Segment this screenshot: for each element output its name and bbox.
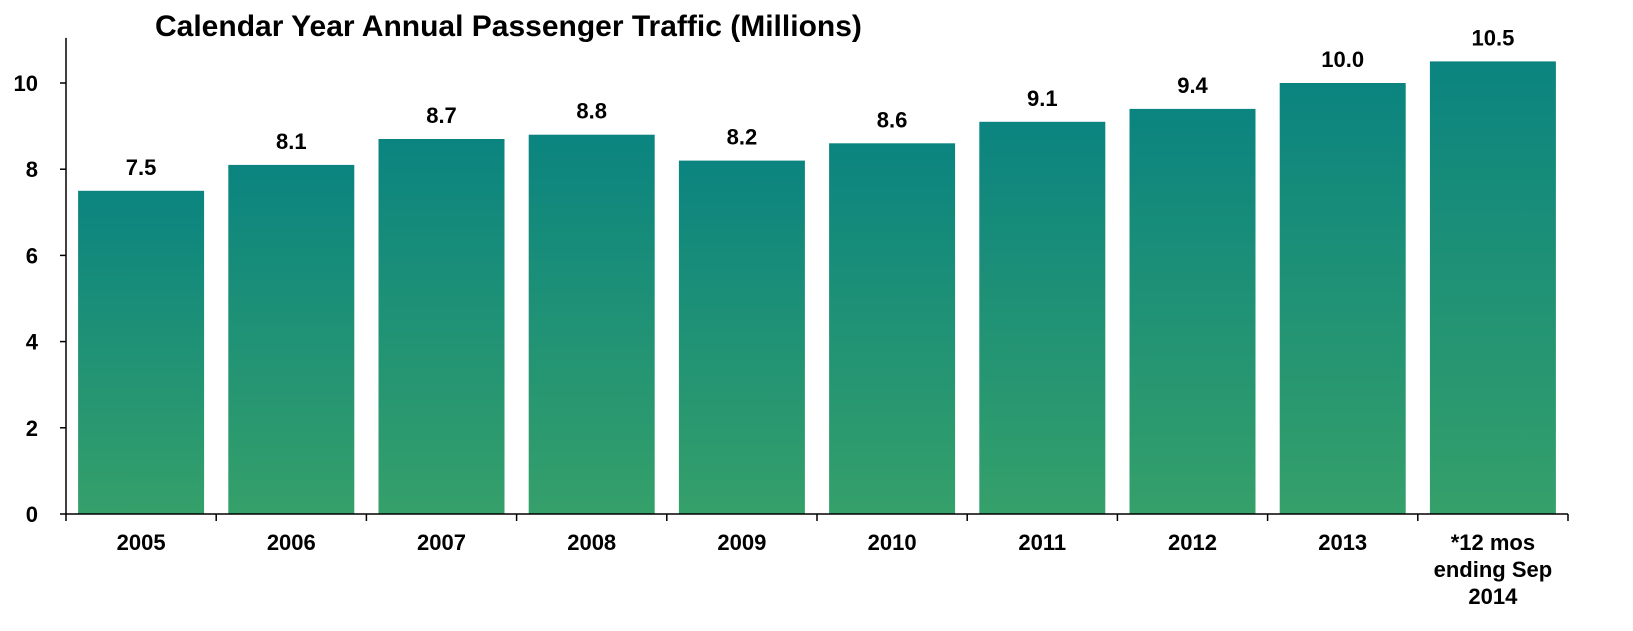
bars-group (78, 61, 1556, 515)
x-tick-label: *12 mos ending Sep 2014 (1434, 530, 1553, 609)
bar (78, 190, 205, 515)
x-axis: 2005 2006 2007 2008 2009 2010 2011 2012 2013 *12 … (65, 513, 1569, 609)
bar (1279, 83, 1406, 514)
y-tick-label: 8 (26, 157, 38, 182)
y-axis: 0 2 4 6 8 10 (14, 37, 67, 527)
bar (1129, 108, 1256, 515)
data-label: 10.5 (1471, 25, 1514, 50)
data-label: 8.7 (426, 103, 457, 128)
bar (1429, 61, 1556, 515)
x-tick-label: 2011 (1018, 530, 1066, 555)
x-tick-label: 2007 (417, 530, 466, 555)
x-tick-label: 2013 (1318, 530, 1367, 555)
data-label: 9.4 (1177, 73, 1208, 98)
y-tick-label: 10 (14, 71, 38, 96)
data-label: 10.0 (1321, 47, 1364, 72)
data-label: 8.6 (877, 107, 908, 132)
x-tick-label: 2008 (567, 530, 616, 555)
bar (678, 160, 805, 514)
data-labels-group: 7.5 8.1 8.7 8.8 8.2 8.6 9.1 9.4 10.0 10.5 (126, 25, 1515, 179)
x-tick-label: 2009 (717, 530, 766, 555)
y-tick-label: 6 (26, 243, 38, 268)
x-tick-label: 2012 (1168, 530, 1217, 555)
data-label: 8.2 (727, 125, 758, 150)
bar (378, 139, 505, 514)
y-tick-label: 4 (26, 330, 39, 355)
x-tick-label: 2006 (267, 530, 316, 555)
x-tick-label: 2010 (868, 530, 917, 555)
y-tick-label: 0 (26, 502, 38, 527)
bar (228, 164, 355, 514)
bar (829, 143, 956, 515)
data-label: 7.5 (126, 155, 157, 180)
data-label: 9.1 (1027, 86, 1058, 111)
chart-title: Calendar Year Annual Passenger Traffic (… (155, 10, 862, 43)
bar (979, 121, 1106, 515)
data-label: 8.1 (276, 129, 307, 154)
x-tick-label: 2005 (117, 530, 166, 555)
y-tick-label: 2 (26, 416, 38, 441)
data-label: 8.8 (576, 99, 607, 124)
bar (528, 134, 655, 514)
